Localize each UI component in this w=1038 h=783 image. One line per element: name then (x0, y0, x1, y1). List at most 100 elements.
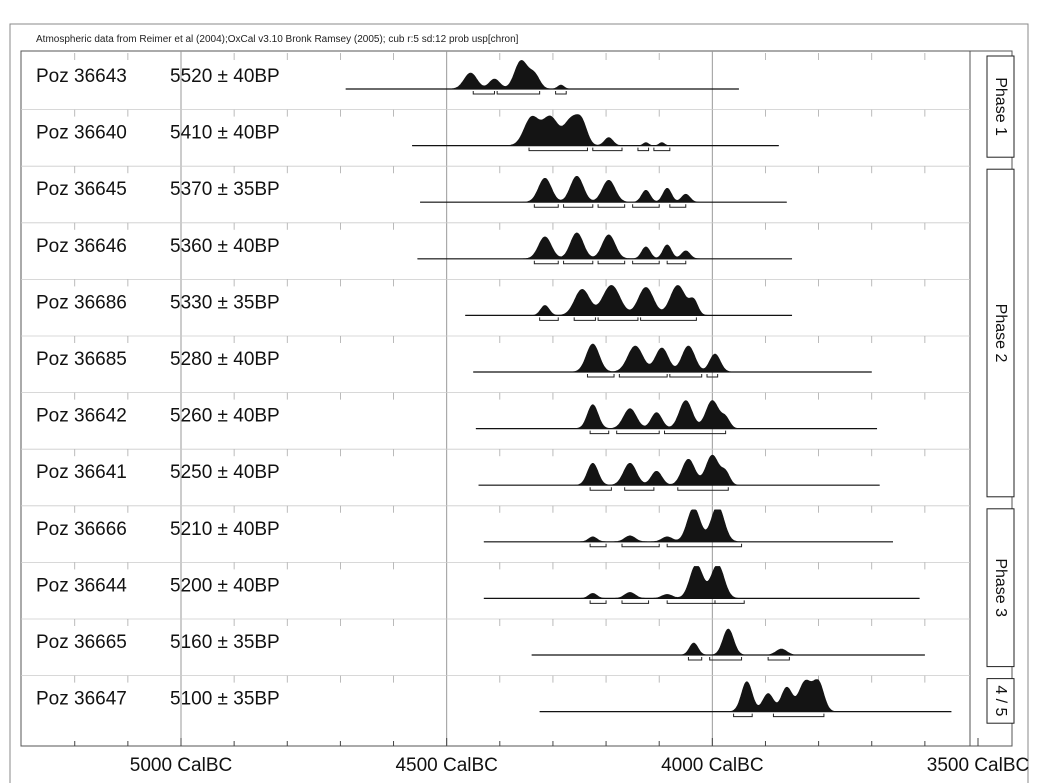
sample-id: Poz 36645 (36, 179, 127, 200)
hpd-range-bracket (640, 317, 697, 321)
probability-distribution (465, 285, 792, 316)
hpd-range-bracket (621, 543, 660, 548)
phase-box-border (986, 678, 1015, 724)
probability-distribution (412, 114, 779, 146)
hpd-range-bracket (496, 91, 541, 95)
chart-frame (9, 23, 1029, 783)
hpd-range-bracket (621, 600, 650, 604)
hpd-range-bracket (589, 487, 612, 491)
hpd-range-bracket (573, 317, 596, 321)
axis-tick-label: 3500 CalBC (927, 755, 1029, 776)
sample-age: 5370 ± 35BP (170, 179, 280, 200)
hpd-range-bracket (472, 91, 495, 95)
sample-age: 5200 ± 40BP (170, 575, 280, 596)
probability-distribution (483, 566, 920, 599)
hpd-range-bracket (528, 147, 588, 152)
sample-row: Poz 36665 5160 ± 35BP (21, 618, 970, 661)
sample-id: Poz 36666 (36, 519, 127, 540)
hpd-range-bracket (597, 260, 626, 265)
hpd-range-bracket (597, 204, 626, 208)
sample-id: Poz 36644 (36, 575, 127, 596)
hpd-range-bracket (653, 147, 671, 152)
sample-age: 5410 ± 40BP (170, 123, 280, 144)
hpd-range-bracket (666, 260, 687, 265)
hpd-range-bracket (772, 713, 825, 718)
outer-border (9, 23, 1029, 783)
hpd-range-bracket (767, 657, 790, 661)
hpd-range-bracket (666, 600, 716, 604)
sample-id: Poz 36647 (36, 689, 127, 710)
sample-id: Poz 36686 (36, 292, 127, 313)
probability-distribution (478, 454, 880, 486)
sample-row: Poz 36642 5260 ± 40BP (21, 392, 970, 435)
hpd-range-bracket (677, 487, 729, 491)
chart-header: Atmospheric data from Reimer et al (2004… (36, 34, 519, 45)
hpd-range-bracket (733, 713, 753, 718)
sample-row: Poz 36643 5520 ± 40BP (36, 53, 926, 95)
phase-label: Phase 2 (992, 304, 1009, 363)
sample-row: Poz 36644 5200 ± 40BP (21, 562, 970, 604)
hpd-range-bracket (616, 430, 660, 435)
phase-box-border (986, 508, 1015, 668)
phase-box: Phase 1 (986, 55, 1015, 158)
hpd-range-bracket (666, 543, 743, 548)
hpd-range-bracket (589, 430, 610, 435)
hpd-range-bracket (687, 657, 703, 661)
sample-age: 5360 ± 40BP (170, 236, 280, 257)
axis-tick-label: 5000 CalBC (130, 755, 232, 776)
phase-box: Phase 2 (986, 168, 1015, 498)
sample-row: Poz 36646 5360 ± 40BP (21, 222, 970, 265)
hpd-range-bracket (706, 374, 719, 378)
hpd-range-bracket (589, 600, 607, 604)
sample-age: 5520 ± 40BP (170, 66, 280, 87)
sample-row: Poz 36640 5410 ± 40BP (21, 109, 970, 152)
probability-distribution (417, 232, 792, 260)
hpd-range-bracket (555, 91, 567, 95)
sample-age: 5100 ± 35BP (170, 689, 280, 710)
sample-id: Poz 36640 (36, 123, 127, 144)
sample-id: Poz 36641 (36, 462, 127, 483)
hpd-range-bracket (709, 657, 743, 661)
sample-age: 5250 ± 40BP (170, 462, 280, 483)
sample-row: Poz 36647 5100 ± 35BP (21, 675, 970, 718)
phase-box: Phase 3 (986, 508, 1015, 668)
phase-label: Phase 3 (992, 558, 1009, 617)
hpd-range-bracket (589, 543, 607, 548)
hpd-range-bracket (664, 430, 727, 435)
hpd-range-bracket (669, 374, 703, 378)
sample-age: 5160 ± 35BP (170, 632, 280, 653)
hpd-range-bracket (563, 204, 594, 208)
phase-label: 4 / 5 (992, 685, 1009, 716)
hpd-range-bracket (624, 487, 655, 491)
hpd-range-bracket (714, 600, 745, 604)
phase-box: 4 / 5 (986, 678, 1015, 724)
hpd-range-bracket (586, 374, 615, 378)
sample-id: Poz 36665 (36, 632, 127, 653)
hpd-range-bracket (632, 204, 660, 208)
hpd-range-bracket (592, 147, 623, 152)
sample-row: Poz 36645 5370 ± 35BP (21, 165, 970, 208)
hpd-range-bracket (563, 260, 594, 265)
hpd-range-bracket (539, 317, 559, 321)
x-axis: 5000 CalBC 4500 CalBC 4000 CalBC 3500 CalBC (74, 738, 1029, 776)
hpd-range-bracket (632, 260, 660, 265)
probability-distribution (473, 343, 872, 373)
sample-row: Poz 36666 5210 ± 40BP (21, 505, 970, 548)
sample-age: 5330 ± 35BP (170, 292, 280, 313)
probability-distribution (420, 176, 787, 203)
axis-tick-label: 4500 CalBC (395, 755, 497, 776)
sample-id: Poz 36643 (36, 66, 127, 87)
grid-lines (180, 51, 713, 746)
hpd-range-bracket (533, 204, 559, 208)
sample-id: Poz 36646 (36, 236, 127, 257)
sample-row: Poz 36641 5250 ± 40BP (21, 448, 970, 491)
probability-distribution (539, 679, 951, 712)
probability-distribution (483, 509, 893, 543)
probability-distribution (531, 628, 925, 656)
phase-box-border (986, 168, 1015, 498)
sample-id: Poz 36642 (36, 406, 127, 427)
sample-row: Poz 36686 5330 ± 35BP (21, 278, 970, 321)
probability-distribution (345, 60, 739, 90)
hpd-range-bracket (597, 317, 639, 321)
sample-id: Poz 36685 (36, 349, 127, 370)
